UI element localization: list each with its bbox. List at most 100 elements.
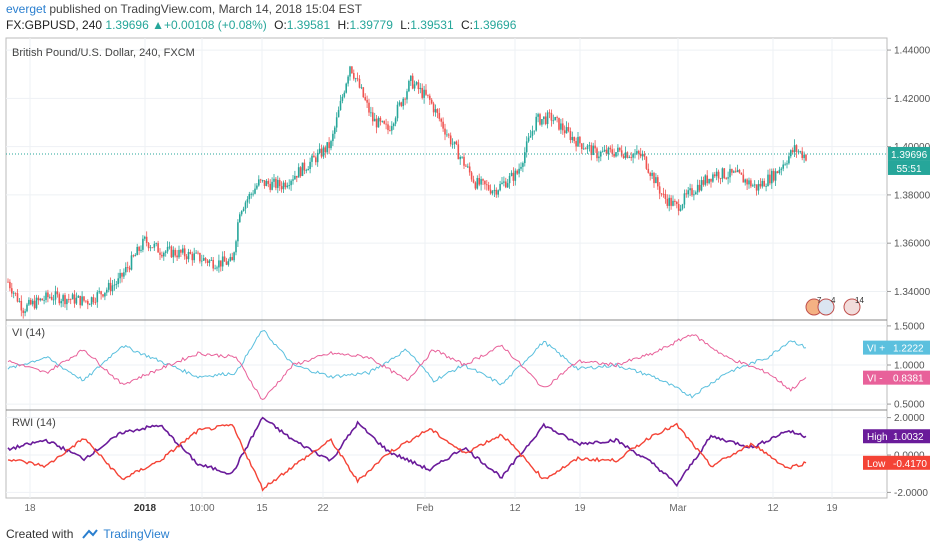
candle-body [451,143,454,145]
candle-body [159,252,161,255]
x-tick-label: 19 [574,503,586,514]
flag-badge-uk-2 [843,298,861,316]
candle-body [410,75,412,81]
candle-body [761,180,764,187]
candle-body [522,163,524,167]
candle-body [533,130,536,132]
candle-body [759,183,762,187]
candle-body [778,169,781,174]
candle-body [379,117,382,122]
candle-body [740,172,743,175]
candle-body [389,130,391,131]
candle-body [301,162,304,176]
candle-body [197,252,199,254]
candle-body [582,148,585,150]
candle-body [742,174,745,183]
candle-body [214,268,216,270]
candle-body [419,87,422,90]
candle-body [408,80,410,92]
candle-body [780,168,783,170]
candle-body [617,147,619,153]
candle-body [349,66,351,77]
candle-body [269,183,271,190]
candle-body [278,179,281,187]
candle-body [516,170,518,174]
candle-body [529,135,532,138]
candle-body [375,118,378,128]
candle-body [50,296,53,300]
candle-body [702,180,705,185]
candle-body [434,109,437,113]
candle-body [425,89,427,95]
author-link[interactable]: everget [6,2,47,16]
candle-body [535,116,537,131]
candle-body [109,282,112,292]
candle-body [377,117,380,128]
candle-body [358,78,361,88]
series-name-label: High [867,432,888,443]
candle-body [7,281,9,283]
candle-body [691,188,693,196]
candle-body [767,174,769,187]
candle-body [453,141,456,144]
candle-body [347,76,349,84]
candle-body [297,167,300,178]
candle-body [782,164,784,169]
candle-body [273,178,275,182]
candle-body [47,292,49,298]
chart-area[interactable]: 18 2018 10:00 15 22 Feb 12 19 Mar 12 19 1.44000 1.42… [0,0,932,520]
candle-body [94,302,97,304]
candle-body [556,117,558,118]
candle-body [199,252,201,262]
x-tick-label: 10:00 [189,503,214,514]
candle-body [11,288,13,294]
candle-body [320,148,323,157]
candle-body [628,157,631,159]
candle-body [58,294,61,304]
candle-body [662,193,665,195]
candle-body [54,291,57,300]
candle-body [191,253,194,261]
candle-body [284,182,287,188]
candle-body [189,252,192,254]
candle-body [527,137,530,142]
x-tick-label: Feb [416,503,434,514]
candle-body [265,180,268,187]
candle-body [206,260,209,263]
candle-body [35,297,38,309]
candle-body [202,258,205,261]
candle-body [248,194,251,200]
tradingview-link[interactable]: TradingView [103,527,170,541]
candle-body [373,118,376,122]
candle-body [571,136,574,141]
open-value: 1.39581 [286,18,331,32]
y-tick-label: 2.0000 [894,413,925,424]
candle-body [316,152,319,163]
candle-body [77,295,80,298]
candle-body [552,120,555,122]
candle-body [465,165,467,167]
candle-body [221,256,224,267]
series-value-label: 1.2222 [893,344,924,355]
candle-body [337,110,340,118]
candle-body [429,95,431,100]
candle-body [725,177,727,179]
candle-body [567,127,570,132]
candle-body [630,157,632,159]
footer: Created with TradingView [6,527,169,541]
candle-body [546,112,549,125]
candle-body [41,298,43,301]
candle-body [790,150,792,157]
candle-body [235,241,237,253]
candle-body [525,141,528,153]
candle-body [180,249,182,253]
event-count-label: 4 [831,296,836,305]
candle-body [695,192,697,195]
candle-body [470,172,473,180]
candle-body [752,185,754,187]
candle-body [229,257,232,261]
candle-body [791,150,794,153]
candle-body [256,185,258,189]
high-value: 1.39779 [349,18,393,32]
candle-body [436,109,439,113]
